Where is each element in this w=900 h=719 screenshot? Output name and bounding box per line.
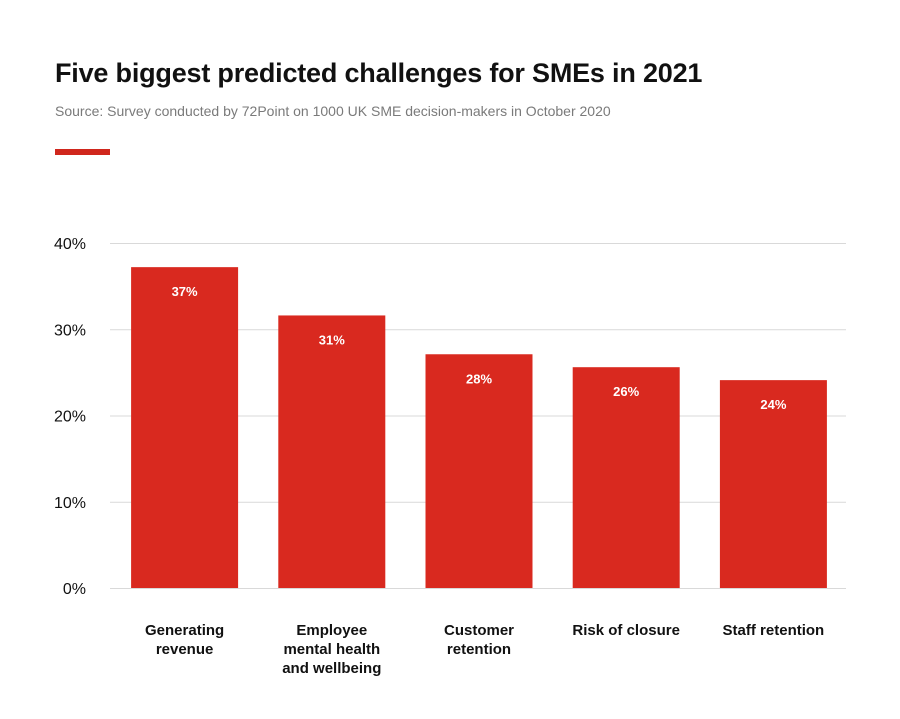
- y-tick-label: 30%: [54, 322, 86, 339]
- x-category-label: Risk of closure: [556, 621, 696, 640]
- x-category-label: Staff retention: [703, 621, 843, 640]
- x-category-label-line: retention: [446, 641, 512, 658]
- x-category-label-line: Risk of closure: [572, 622, 680, 639]
- y-tick-label: 40%: [54, 236, 86, 253]
- x-category-label-line: mental health: [283, 641, 381, 658]
- bar: [425, 354, 533, 588]
- chart-subtitle: Source: Survey conducted by 72Point on 1…: [55, 103, 611, 119]
- x-category-label-line: Generating: [145, 622, 225, 639]
- bar-data-label: 26%: [613, 384, 639, 399]
- bar: [572, 367, 680, 588]
- x-category-label: Generating revenue: [115, 621, 255, 659]
- bar: [131, 267, 239, 588]
- bar-data-label: 24%: [760, 397, 786, 412]
- y-tick-label: 20%: [54, 409, 86, 426]
- x-category-label-line: Employee: [296, 622, 368, 639]
- x-category-label: Employee mental health and wellbeing: [262, 621, 402, 678]
- y-tick-label: 0%: [63, 581, 86, 598]
- bar: [719, 380, 827, 588]
- y-tick-label: 10%: [54, 495, 86, 512]
- bar: [278, 315, 386, 588]
- accent-bar: [55, 149, 110, 155]
- x-category-label-line: Customer: [443, 622, 514, 639]
- bar-data-label: 31%: [319, 332, 345, 347]
- x-category-label: Customer retention: [409, 621, 549, 659]
- x-category-label-line: revenue: [155, 641, 214, 658]
- x-category-label-line: Staff retention: [722, 622, 825, 639]
- chart-title: Five biggest predicted challenges for SM…: [55, 58, 703, 88]
- bar-data-label: 28%: [466, 371, 492, 386]
- x-category-label-line: and wellbeing: [282, 660, 382, 677]
- bar-data-label: 37%: [172, 284, 198, 299]
